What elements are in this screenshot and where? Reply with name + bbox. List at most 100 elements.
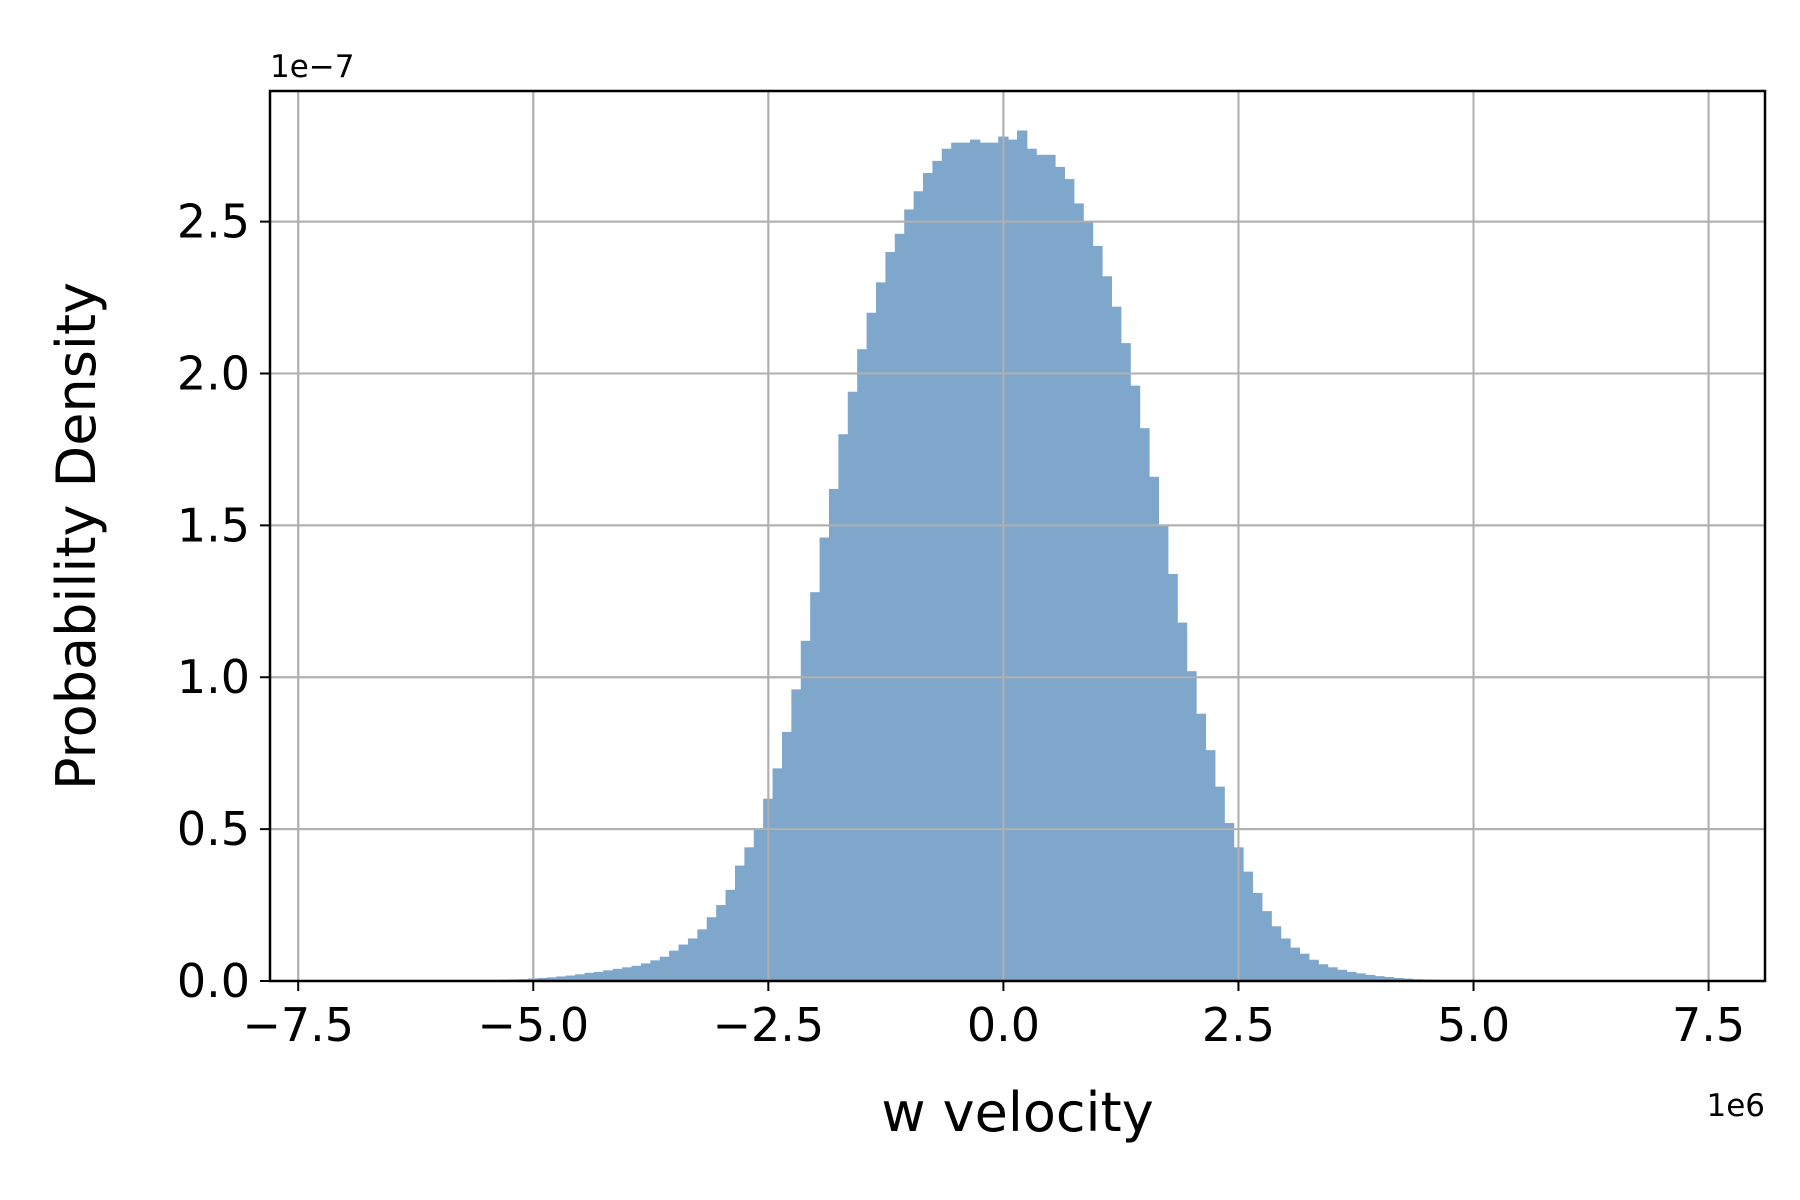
histogram-bar [923, 173, 934, 981]
x-tick-label: −7.5 [242, 998, 354, 1052]
histogram-bar [1101, 276, 1112, 981]
histogram-bar [1355, 973, 1366, 981]
histogram-bar [970, 139, 981, 981]
histogram-bar [1223, 823, 1235, 981]
x-tick-label: 2.5 [1202, 998, 1275, 1052]
histogram-bar [1045, 154, 1056, 981]
histogram-bar [1327, 967, 1338, 981]
axis-ticks: −7.5 −5.0 −2.5 0.0 2.5 5.0 7.5 0.0 0.5 1.0 1.5 2.0 2… [177, 195, 1745, 1052]
y-axis-label: Probability Density [45, 282, 108, 790]
histogram-bar [932, 160, 943, 982]
histogram-bar [988, 142, 1000, 981]
histogram-bar [800, 640, 812, 981]
histogram-bar [669, 950, 680, 981]
histogram-bar [960, 142, 971, 981]
x-tick-label: 5.0 [1437, 998, 1510, 1052]
histogram-bar [772, 768, 783, 981]
histogram-bar [1035, 154, 1047, 981]
histogram-bar [537, 977, 548, 981]
histogram-bar [1111, 306, 1122, 981]
histogram-bar [1017, 130, 1028, 982]
y-tick-label: 1.0 [177, 650, 250, 704]
x-tick-label: −5.0 [477, 998, 589, 1052]
histogram-bar [781, 731, 793, 981]
histogram-bar [575, 974, 586, 981]
histogram-bar [687, 938, 699, 981]
histogram-bar [1064, 179, 1075, 981]
histogram-bar [857, 349, 868, 981]
y-tick-label: 2.0 [177, 346, 250, 400]
histogram-bar [753, 829, 765, 981]
histogram-bar [725, 889, 736, 981]
histogram-bar [1148, 476, 1160, 981]
histogram-bars [270, 91, 1765, 982]
y-offset-label: 1e−7 [270, 49, 355, 85]
histogram-bar [1129, 385, 1141, 982]
y-tick-label: 1.5 [177, 498, 250, 552]
histogram-bar [546, 977, 558, 981]
x-tick-label: 0.0 [967, 998, 1040, 1052]
histogram-bar [1261, 911, 1272, 981]
histogram-bar [1252, 892, 1263, 981]
x-offset-label: 1e6 [1706, 1088, 1765, 1124]
histogram-bar [1073, 203, 1084, 981]
histogram-bar [697, 929, 708, 981]
histogram-bar [847, 391, 859, 981]
histogram-bar [659, 956, 671, 981]
histogram-bar [875, 282, 887, 981]
histogram-bar [1289, 947, 1301, 981]
histogram-bar [941, 148, 953, 981]
histogram-bar [1205, 750, 1216, 981]
x-tick-label: 7.5 [1672, 998, 1745, 1052]
histogram-bar [1158, 525, 1169, 981]
histogram-bar [640, 963, 652, 981]
histogram-bar [556, 976, 567, 981]
histogram-bar [622, 967, 633, 981]
histogram-bar [828, 488, 840, 981]
histogram-bar [603, 970, 614, 981]
histogram-bar [838, 434, 849, 981]
histogram-bar [1364, 974, 1376, 981]
histogram-bar [1346, 971, 1357, 981]
histogram-bar [1280, 938, 1291, 981]
histogram-bar [565, 975, 577, 981]
histogram-bar [1383, 977, 1395, 981]
histogram-bar [866, 312, 877, 981]
histogram-bar [1393, 977, 1404, 981]
histogram-bar [1120, 343, 1131, 981]
histogram-bar [1214, 786, 1225, 981]
histogram-bar [1176, 622, 1188, 981]
histogram-bar [1317, 964, 1329, 981]
histogram-bar [744, 847, 755, 981]
histogram-bar [716, 905, 727, 981]
histogram-bar [1092, 245, 1103, 981]
histogram-bar [1139, 428, 1150, 981]
histogram-bar [791, 689, 802, 981]
x-tick-label: −2.5 [712, 998, 824, 1052]
histogram-bar [819, 537, 830, 981]
histogram-bar [734, 865, 746, 981]
histogram-bar [706, 917, 718, 981]
y-tick-label: 0.5 [177, 802, 250, 856]
y-tick-label: 2.5 [177, 195, 250, 249]
histogram-bar [1299, 953, 1310, 981]
histogram-bar [885, 251, 896, 982]
histogram-bar [1054, 166, 1065, 981]
histogram-bar [593, 971, 605, 981]
histogram-bar [904, 209, 915, 981]
histogram-bar [584, 972, 595, 981]
histogram-bar [678, 944, 689, 981]
histogram-bar [1167, 573, 1178, 981]
plot-frame [268, 89, 1767, 983]
x-axis-label: w velocity [881, 1081, 1153, 1144]
histogram-bar [1336, 969, 1348, 981]
histogram-bar [913, 191, 924, 982]
histogram-bar [631, 965, 642, 981]
histogram-bar [1308, 959, 1319, 981]
histogram-bar [1082, 221, 1094, 982]
histogram-bar [1007, 139, 1018, 981]
histogram-bar [1026, 148, 1037, 981]
histogram-bar [810, 592, 821, 981]
histogram-bar [894, 233, 906, 981]
